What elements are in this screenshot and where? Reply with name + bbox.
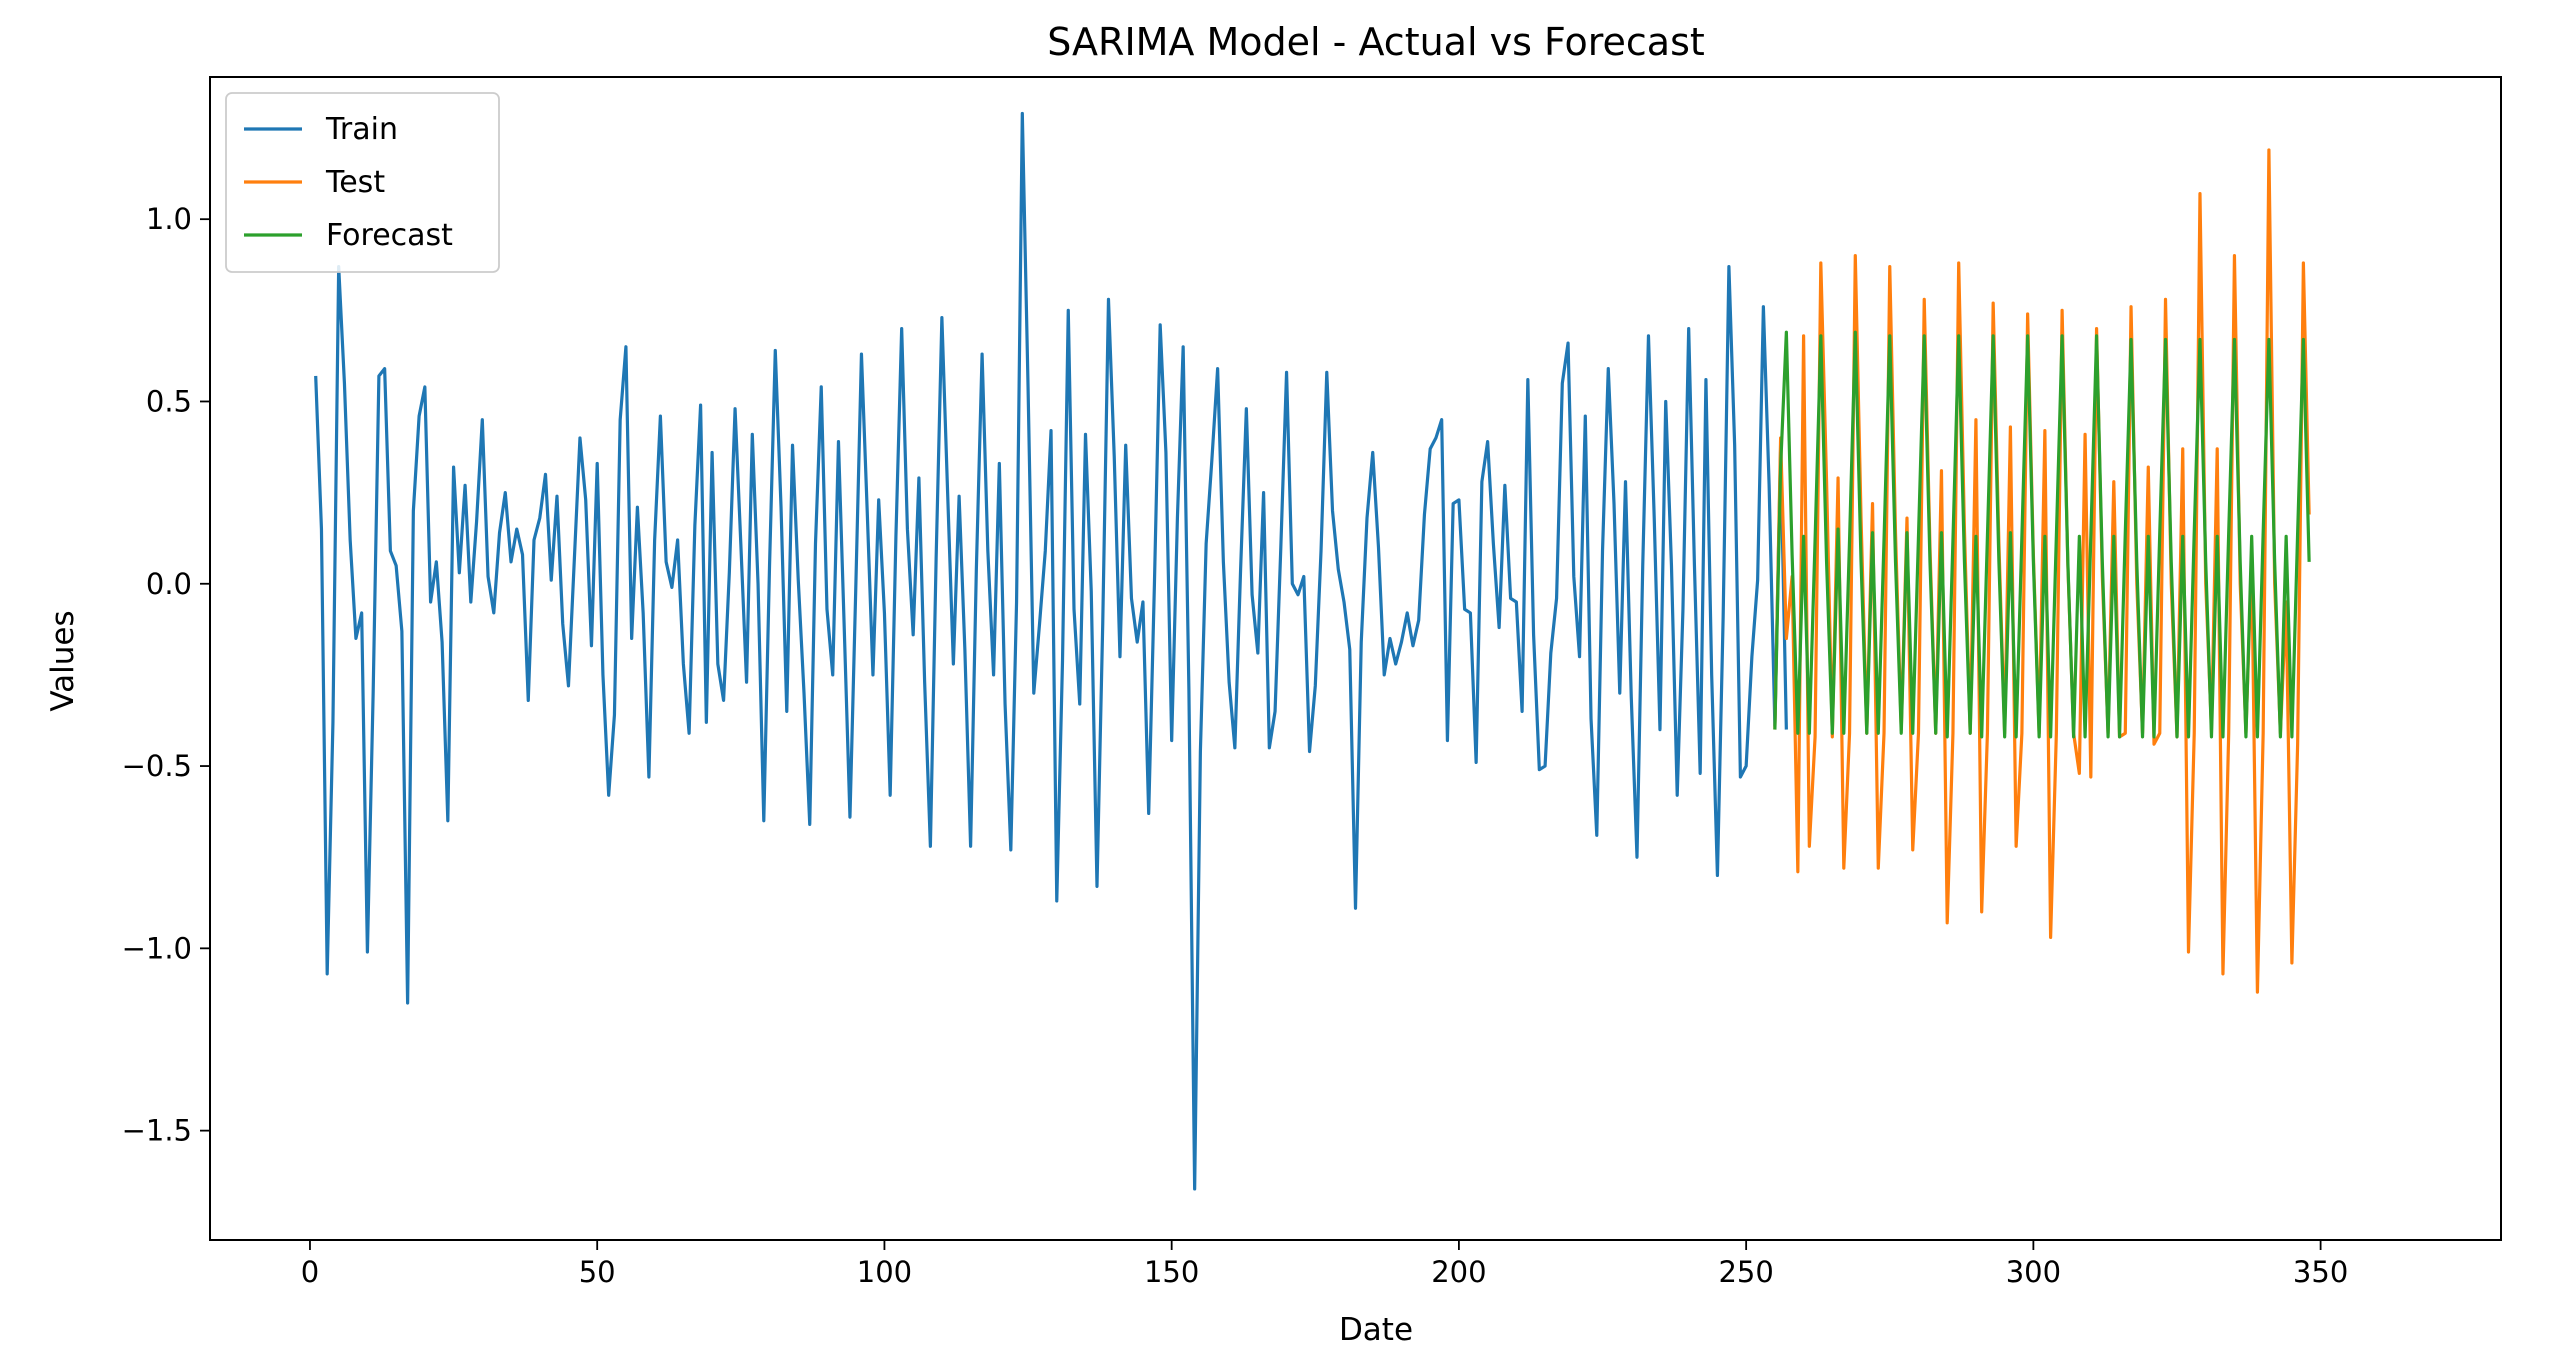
x-tick-label: 350	[2293, 1255, 2348, 1289]
x-axis-label: Date	[1339, 1312, 1413, 1348]
x-axis: 0 50 100 150 200 250 300 350	[301, 1240, 2348, 1289]
y-axis: −1.5 −1.0 −0.5 0.0 0.5 1.0	[122, 202, 210, 1148]
y-tick-label: −1.5	[122, 1114, 192, 1148]
legend: Train Test Forecast	[225, 92, 500, 273]
chart-title: SARIMA Model - Actual vs Forecast	[1047, 20, 1705, 64]
y-tick-label: −1.0	[122, 931, 192, 965]
y-tick-label: 0.0	[146, 567, 192, 601]
legend-box	[225, 92, 500, 273]
x-tick-label: 300	[2006, 1255, 2061, 1289]
x-tick-label: 250	[1718, 1255, 1773, 1289]
legend-label-train: Train	[325, 112, 398, 147]
legend-label-forecast: Forecast	[326, 218, 453, 253]
y-tick-label: 1.0	[146, 202, 192, 236]
series-line-train	[314, 111, 1788, 1191]
plot-frame	[209, 76, 2502, 1241]
x-tick-label: 100	[857, 1255, 912, 1289]
series-line-forecast	[1773, 330, 2311, 739]
y-axis-label: Values	[45, 610, 81, 711]
x-tick-label: 150	[1144, 1255, 1199, 1289]
x-tick-label: 50	[579, 1255, 616, 1289]
y-tick-label: −0.5	[122, 749, 192, 783]
x-tick-label: 200	[1431, 1255, 1486, 1289]
x-tick-label: 0	[301, 1255, 319, 1289]
plot-lines	[314, 111, 2311, 1191]
legend-label-test: Test	[325, 165, 385, 200]
y-tick-label: 0.5	[146, 384, 192, 418]
